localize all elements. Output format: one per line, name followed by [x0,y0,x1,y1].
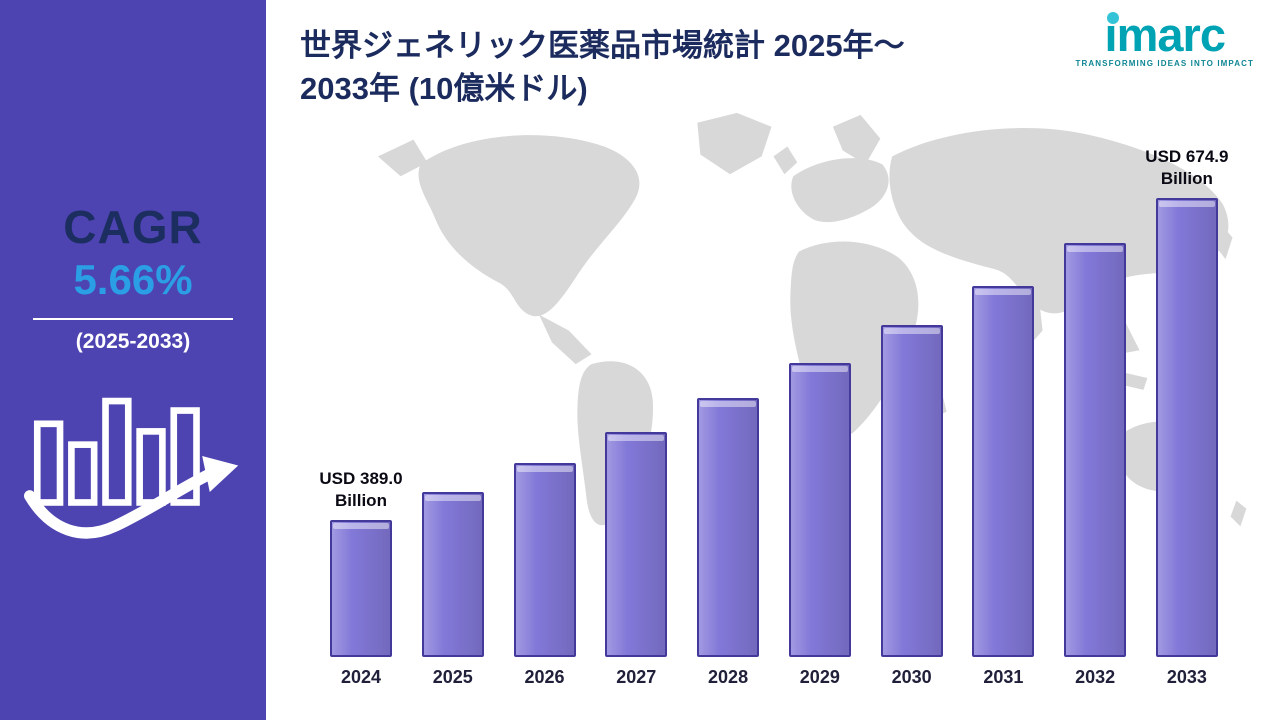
bar-value-label: USD 674.9 Billion [1145,146,1229,188]
logo-wordmark: imarc [1104,8,1226,61]
sidebar-panel: CAGR 5.66% (2025-2033) [0,0,266,720]
bar-column: USD 674.9 Billion 2033 [1145,147,1228,687]
bar-year-label: 2031 [983,667,1024,687]
bar-chart-arrow-icon [24,397,239,539]
bar [972,286,1035,657]
imarc-logo: imarc TRANSFORMING IDEAS INTO IMPACT [1075,8,1254,69]
bar [788,363,851,657]
bar [880,325,943,657]
cagr-label: CAGR [63,201,203,253]
page-title-line2: 2033年 (10億米ドル) [300,71,588,107]
logo-dot-icon [1106,12,1119,24]
bar-year-label: 2029 [799,667,840,687]
bar-year-label: 2024 [340,667,382,687]
bar-column: 2025 [421,195,484,687]
bar-chart: USD 389.0 Billion 2024 2025 2026 2027 2028 202… [319,147,1228,687]
page-title-line1: 世界ジェネリック医薬品市場統計 2025年～ [300,28,905,63]
logo-brand-text: imarc [1104,8,1226,61]
bar-year-label: 2027 [616,667,657,687]
chart-panel: 世界ジェネリック医薬品市場統計 2025年～ 2033年 (10億米ドル) im… [266,0,1280,720]
bar-year-label: 2033 [1166,667,1207,687]
bar [605,432,668,657]
cagr-period: (2025-2033) [75,330,191,353]
bar [697,398,760,657]
bar-column: USD 389.0 Billion 2024 [319,195,402,687]
bar-year-label: 2030 [891,667,932,687]
bar-column: 2030 [880,195,943,687]
bar [330,520,392,657]
bar [1064,243,1127,657]
bar-column: 2028 [697,195,760,687]
bar [513,463,576,657]
bar-column: 2027 [605,195,668,687]
logo-tagline: TRANSFORMING IDEAS INTO IMPACT [1075,59,1254,69]
bar-column: 2032 [1064,195,1127,687]
bar-year-label: 2025 [432,667,473,687]
bar [421,492,484,657]
cagr-value: 5.66% [73,256,193,303]
bar-value-label: USD 389.0 Billion [319,468,403,510]
page-title: 世界ジェネリック医薬品市場統計 2025年～ 2033年 (10億米ドル) [300,24,905,111]
bar-year-label: 2028 [708,667,749,687]
bar-column: 2031 [972,195,1035,687]
cagr-divider [33,318,233,320]
bar-column: 2026 [513,195,576,687]
bar-column: 2029 [788,195,851,687]
bar-year-label: 2026 [524,667,565,687]
bar [1155,198,1218,657]
bar-year-label: 2032 [1075,667,1116,687]
